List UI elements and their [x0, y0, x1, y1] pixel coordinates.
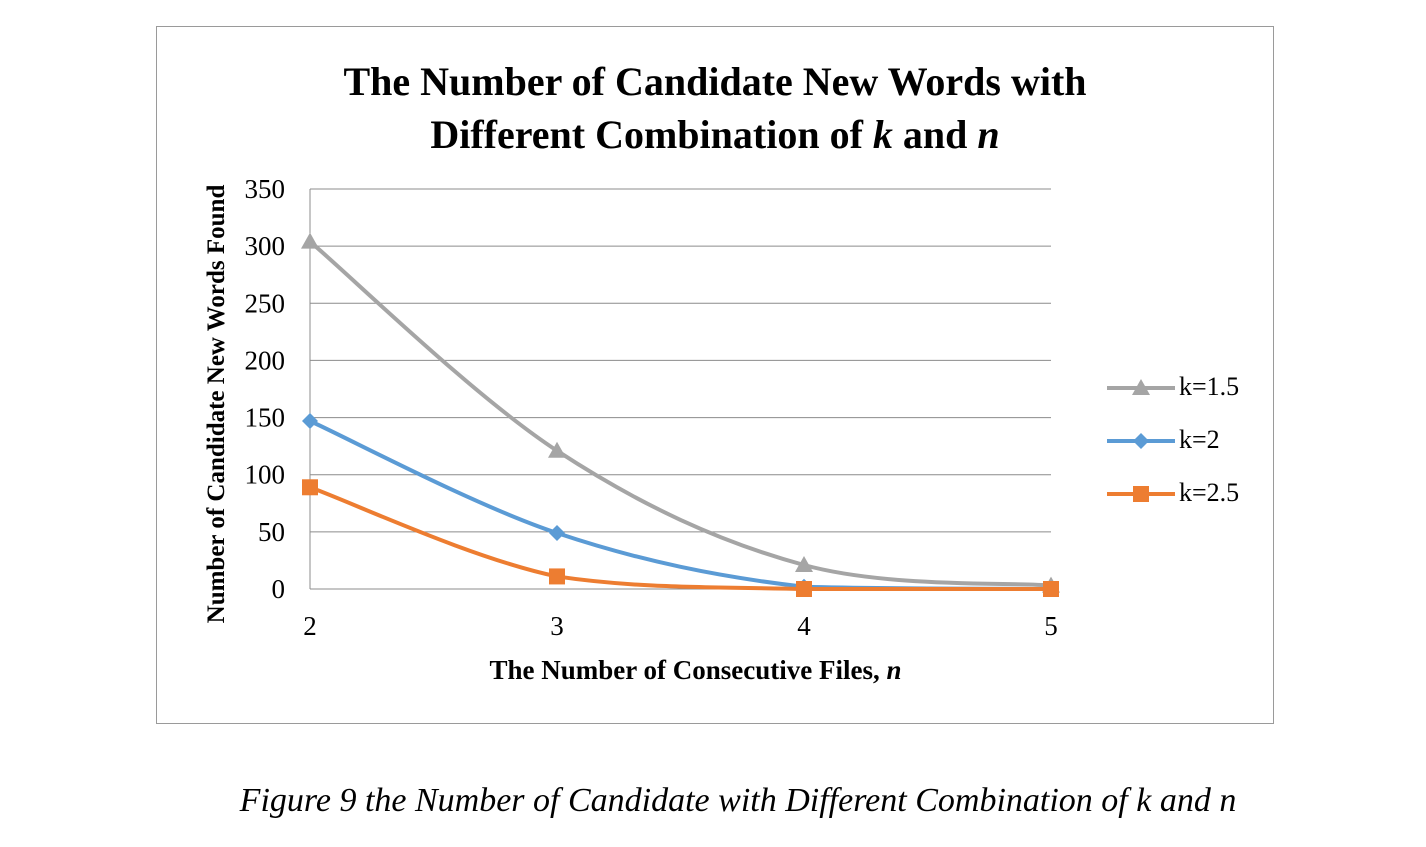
series-point-2	[1043, 581, 1059, 597]
grid-lines	[310, 188, 1051, 533]
legend-label: k=2.5	[1179, 478, 1240, 507]
series-point-2	[549, 568, 565, 585]
chart-title-line-2: Different Combination of k and n	[157, 108, 1273, 161]
y-tick-label: 300	[245, 231, 286, 261]
y-tick-label: 150	[245, 403, 286, 433]
x-axis-label: The Number of Consecutive Files, n	[489, 655, 901, 685]
series-line-1	[308, 419, 1053, 591]
series-point-0	[795, 556, 813, 572]
series-point-2	[302, 479, 318, 496]
x-tick-labels: 2 3 4 5	[303, 611, 1058, 641]
chart-frame: The Number of Candidate New Words with D…	[156, 26, 1274, 724]
series-line-2	[308, 485, 1053, 591]
x-axis-label-text: The Number of Consecutive Files,	[489, 655, 886, 685]
legend-label: k=2	[1179, 425, 1220, 454]
legend-swatch-marker	[1132, 379, 1150, 395]
x-axis-label-var: n	[886, 655, 901, 685]
series-point-1	[549, 525, 565, 541]
figure-caption: Figure 9 the Number of Candidate with Di…	[239, 782, 1237, 819]
series-point-2	[796, 581, 812, 597]
y-tick-label: 0	[272, 574, 286, 604]
x-tick-label: 2	[303, 611, 317, 641]
chart-title-line-1: The Number of Candidate New Words with	[343, 59, 1087, 104]
legend-swatch-marker	[1133, 486, 1149, 502]
x-tick-label: 5	[1044, 611, 1058, 641]
series-point-0	[548, 441, 566, 458]
y-tick-labels: 0 50 100 150 200 250 300 350	[245, 174, 286, 604]
y-axis-label: Number of Candidate New Words Found	[203, 185, 230, 624]
y-tick-label: 350	[245, 174, 286, 204]
y-tick-label: 200	[245, 345, 286, 375]
legend-swatch-marker	[1133, 433, 1149, 449]
legend-swatch	[1107, 486, 1175, 502]
y-tick-label: 50	[258, 517, 285, 547]
legend-label: k=1.5	[1179, 372, 1240, 401]
x-tick-label: 4	[797, 611, 811, 641]
series-lines	[301, 232, 1060, 597]
chart-title-var-n: n	[977, 112, 1000, 157]
legend-swatch	[1107, 379, 1175, 395]
series-line-0	[308, 239, 1053, 588]
y-tick-label: 250	[245, 288, 286, 318]
legend-swatch	[1107, 433, 1175, 449]
x-tick-label: 3	[550, 611, 564, 641]
series-point-0	[301, 232, 319, 249]
chart-title-prefix: Different Combination of	[430, 112, 873, 157]
chart-title: The Number of Candidate New Words with D…	[157, 55, 1273, 161]
chart-title-var-k: k	[872, 112, 893, 157]
series-point-1	[302, 413, 318, 429]
chart-title-and: and	[892, 112, 978, 157]
line-chart: 0 50 100 150 200 250 300 350 2 3 4 5 Number of Can…	[203, 174, 1060, 685]
y-tick-label: 100	[245, 460, 286, 490]
